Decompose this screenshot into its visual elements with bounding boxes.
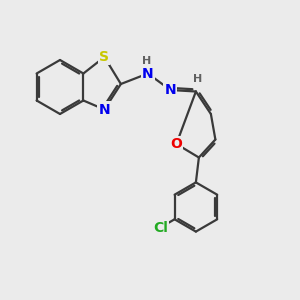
Text: Cl: Cl <box>153 220 168 235</box>
Text: O: O <box>170 137 182 151</box>
Text: N: N <box>165 83 176 97</box>
Text: N: N <box>142 67 154 80</box>
Text: N: N <box>99 103 110 116</box>
Text: H: H <box>193 74 202 85</box>
Text: H: H <box>142 56 151 66</box>
Text: S: S <box>99 50 110 64</box>
